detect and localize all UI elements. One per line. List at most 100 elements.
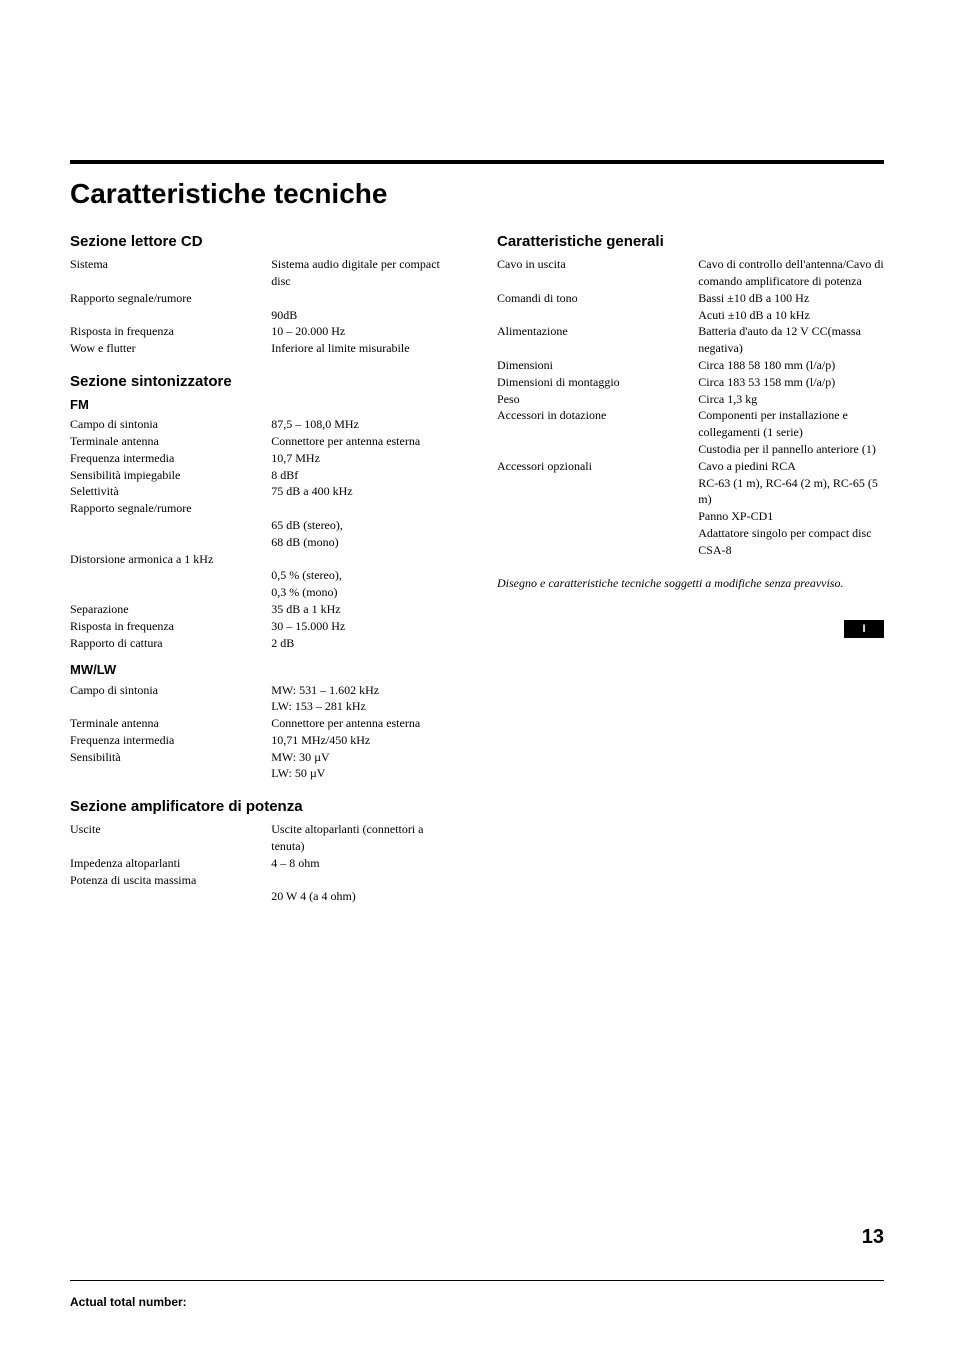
spec-row: Sensibilità impiegabile8 dBf [70,467,457,484]
spec-row: Accessori in dotazioneComponenti per ins… [497,407,884,441]
spec-row: Impedenza altoparlanti4 – 8 ohm [70,855,457,872]
spec-label: Risposta in frequenza [70,323,271,340]
spec-value: Circa 188 58 180 mm (l/a/p) [698,357,884,374]
spec-value: MW: 531 – 1.602 kHz [271,682,457,699]
spec-row: Potenza di uscita massima [70,872,457,889]
spec-row: Acuti ±10 dB a 10 kHz [497,307,884,324]
spec-label: Distorsione armonica a 1 kHz [70,551,271,568]
spec-row: Terminale antennaConnettore per antenna … [70,433,457,450]
spec-row: Cavo in uscitaCavo di controllo dell'ant… [497,256,884,290]
spec-label: Dimensioni di montaggio [497,374,698,391]
spec-value: LW: 153 – 281 kHz [271,698,457,715]
spec-value: Connettore per antenna esterna [271,433,457,450]
spec-value: 4 – 8 ohm [271,855,457,872]
left-column: Sezione lettore CD SistemaSistema audio … [70,225,457,905]
page-number: 13 [862,1223,884,1251]
spec-row: Wow e flutterInferiore al limite misurab… [70,340,457,357]
spec-row: LW: 153 – 281 kHz [70,698,457,715]
mwlw-subheading: MW/LW [70,661,457,679]
spec-label: Wow e flutter [70,340,271,357]
spec-label: Sensibilità [70,749,271,766]
spec-label: Sensibilità impiegabile [70,467,271,484]
spec-row: Separazione35 dB a 1 kHz [70,601,457,618]
top-rule [70,160,884,164]
spec-value: Inferiore al limite misurabile [271,340,457,357]
cd-heading: Sezione lettore CD [70,231,457,252]
spec-label: Alimentazione [497,323,698,340]
spec-row: 0,5 % (stereo), [70,567,457,584]
spec-label: Cavo in uscita [497,256,698,273]
spec-row: Rapporto di cattura2 dB [70,635,457,652]
spec-row: Dimensioni di montaggioCirca 183 53 158 … [497,374,884,391]
right-column: Caratteristiche generali Cavo in uscitaC… [497,225,884,905]
spec-row: UsciteUscite altoparlanti (connettori a … [70,821,457,855]
spec-row: 90dB [70,307,457,324]
spec-row: 0,3 % (mono) [70,584,457,601]
spec-label: Peso [497,391,698,408]
spec-value: LW: 50 µV [271,765,457,782]
spec-label: Selettività [70,483,271,500]
spec-value: 75 dB a 400 kHz [271,483,457,500]
spec-row: 65 dB (stereo), [70,517,457,534]
spec-row: Risposta in frequenza10 – 20.000 Hz [70,323,457,340]
spec-row: Risposta in frequenza30 – 15.000 Hz [70,618,457,635]
spec-label: Frequenza intermedia [70,450,271,467]
spec-value: 30 – 15.000 Hz [271,618,457,635]
spec-row: Rapporto segnale/rumore [70,500,457,517]
mwlw-table: Campo di sintoniaMW: 531 – 1.602 kHzLW: … [70,682,457,783]
spec-row: Terminale antennaConnettore per antenna … [70,715,457,732]
spec-value: 2 dB [271,635,457,652]
spec-value: Acuti ±10 dB a 10 kHz [698,307,884,324]
spec-row: SensibilitàMW: 30 µV [70,749,457,766]
fm-table: Campo di sintonia87,5 – 108,0 MHzTermina… [70,416,457,651]
spec-row: Accessori opzionaliCavo a piedini RCA [497,458,884,475]
spec-label: Campo di sintonia [70,682,271,699]
tuner-heading: Sezione sintonizzatore [70,371,457,392]
spec-row: DimensioniCirca 188 58 180 mm (l/a/p) [497,357,884,374]
footer-text: Actual total number: [70,1294,187,1311]
amp-heading: Sezione amplificatore di potenza [70,796,457,817]
spec-label: Uscite [70,821,271,838]
fm-subheading: FM [70,396,457,414]
language-badge: I [844,620,884,638]
spec-value: 10 – 20.000 Hz [271,323,457,340]
spec-row: Campo di sintoniaMW: 531 – 1.602 kHz [70,682,457,699]
spec-label: Accessori in dotazione [497,407,698,424]
general-heading: Caratteristiche generali [497,231,884,252]
spec-label: Terminale antenna [70,715,271,732]
spec-row: Selettività75 dB a 400 kHz [70,483,457,500]
spec-label: Separazione [70,601,271,618]
spec-value: RC-63 (1 m), RC-64 (2 m), RC-65 (5 m) [698,475,884,509]
spec-value: Cavo di controllo dell'antenna/Cavo di c… [698,256,884,290]
spec-label: Comandi di tono [497,290,698,307]
spec-value: Componenti per installazione e collegame… [698,407,884,441]
spec-row: PesoCirca 1,3 kg [497,391,884,408]
spec-row: Frequenza intermedia10,71 MHz/450 kHz [70,732,457,749]
spec-label: Terminale antenna [70,433,271,450]
spec-value: 65 dB (stereo), [271,517,457,534]
footer-rule [70,1280,884,1281]
spec-row: Frequenza intermedia10,7 MHz [70,450,457,467]
spec-value: 0,3 % (mono) [271,584,457,601]
spec-label: Rapporto segnale/rumore [70,290,271,307]
spec-label: Impedenza altoparlanti [70,855,271,872]
spec-row: SistemaSistema audio digitale per compac… [70,256,457,290]
spec-row: Adattatore singolo per compact disc CSA-… [497,525,884,559]
main-title: Caratteristiche tecniche [70,174,884,213]
spec-label: Risposta in frequenza [70,618,271,635]
spec-row: Distorsione armonica a 1 kHz [70,551,457,568]
content-columns: Sezione lettore CD SistemaSistema audio … [70,225,884,905]
spec-value: 68 dB (mono) [271,534,457,551]
spec-label: Dimensioni [497,357,698,374]
spec-value: 10,7 MHz [271,450,457,467]
spec-row: AlimentazioneBatteria d'auto da 12 V CC(… [497,323,884,357]
spec-value: Uscite altoparlanti (connettori a tenuta… [271,821,457,855]
spec-value: Batteria d'auto da 12 V CC(massa negativ… [698,323,884,357]
general-table: Cavo in uscitaCavo di controllo dell'ant… [497,256,884,558]
spec-value: 90dB [271,307,457,324]
spec-value: Cavo a piedini RCA [698,458,884,475]
spec-value: Circa 1,3 kg [698,391,884,408]
spec-value: 0,5 % (stereo), [271,567,457,584]
spec-value: 35 dB a 1 kHz [271,601,457,618]
spec-row: Custodia per il pannello anteriore (1) [497,441,884,458]
